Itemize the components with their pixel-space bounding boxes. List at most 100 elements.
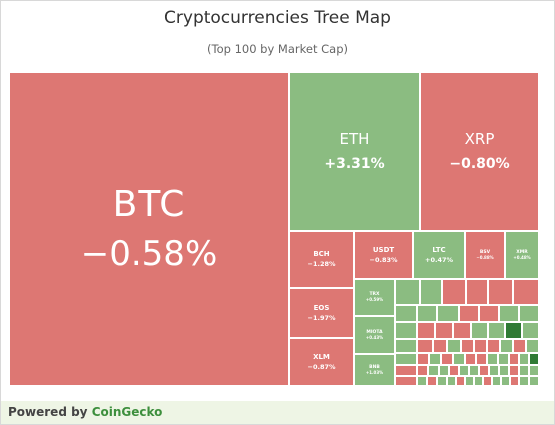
tile-symbol: BSV <box>479 249 491 255</box>
small-tile[interactable] <box>420 279 442 305</box>
small-tile[interactable] <box>510 376 519 386</box>
small-tile[interactable] <box>529 353 539 365</box>
small-tile[interactable] <box>474 339 487 353</box>
small-tile[interactable] <box>522 322 539 339</box>
small-tile[interactable] <box>526 339 539 353</box>
powered-by-text: Powered by CoinGecko <box>8 405 162 419</box>
tile-symbol: TRX <box>369 292 380 298</box>
small-tile[interactable] <box>461 339 474 353</box>
small-tile[interactable] <box>459 305 479 322</box>
small-tile[interactable] <box>417 322 435 339</box>
small-tile[interactable] <box>428 365 439 376</box>
small-tile[interactable] <box>465 353 476 365</box>
tile-trx[interactable]: TRX +0.59% <box>354 279 395 316</box>
small-tile[interactable] <box>513 339 526 353</box>
coingecko-link[interactable]: CoinGecko <box>91 405 163 419</box>
small-tile[interactable] <box>529 365 539 376</box>
tile-symbol: MIOTA <box>366 329 383 335</box>
small-tile[interactable] <box>488 279 513 305</box>
tile-bch[interactable]: BCH −1.28% <box>289 231 354 288</box>
small-tile[interactable] <box>417 376 427 386</box>
small-tile[interactable] <box>437 376 447 386</box>
small-tile[interactable] <box>479 365 489 376</box>
small-tile[interactable] <box>427 376 437 386</box>
small-tile[interactable] <box>441 353 453 365</box>
tile-change: +1.03% <box>365 369 384 375</box>
tile-symbol: XRP <box>464 129 495 148</box>
tile-usdt[interactable]: USDT −0.83% <box>354 231 413 279</box>
small-tile[interactable] <box>500 339 513 353</box>
tile-bsv[interactable]: BSV −0.88% <box>465 231 505 279</box>
small-tile[interactable] <box>435 322 453 339</box>
small-tile[interactable] <box>519 376 529 386</box>
small-tile[interactable] <box>442 279 466 305</box>
tile-change: −1.97% <box>307 313 336 322</box>
small-tile[interactable] <box>509 365 519 376</box>
small-tile[interactable] <box>466 279 488 305</box>
small-tile[interactable] <box>519 305 539 322</box>
small-tile[interactable] <box>499 365 509 376</box>
small-tile[interactable] <box>417 339 433 353</box>
small-tile[interactable] <box>439 365 449 376</box>
small-tile[interactable] <box>447 339 461 353</box>
tile-bnb[interactable]: BNB +1.03% <box>354 354 395 386</box>
tile-ltc[interactable]: LTC +0.47% <box>413 231 465 279</box>
tile-change: −0.58% <box>80 234 218 275</box>
small-tile[interactable] <box>471 322 488 339</box>
small-tile[interactable] <box>453 322 471 339</box>
small-tile[interactable] <box>417 353 429 365</box>
small-tile[interactable] <box>519 353 529 365</box>
small-tile[interactable] <box>492 376 501 386</box>
footer: Powered by CoinGecko <box>1 401 554 424</box>
small-tile[interactable] <box>469 365 479 376</box>
small-tile[interactable] <box>433 339 447 353</box>
small-tile[interactable] <box>489 365 499 376</box>
small-tile[interactable] <box>498 353 509 365</box>
small-tile[interactable] <box>453 353 465 365</box>
small-tile[interactable] <box>505 322 522 339</box>
small-tile[interactable] <box>513 279 539 305</box>
small-tile[interactable] <box>474 376 483 386</box>
small-tile[interactable] <box>429 353 441 365</box>
small-tile[interactable] <box>395 376 417 386</box>
small-tile[interactable] <box>499 305 519 322</box>
tile-miota[interactable]: MIOTA +0.43% <box>354 316 395 354</box>
small-tile[interactable] <box>395 279 420 305</box>
small-tile[interactable] <box>395 339 417 353</box>
small-tile[interactable] <box>395 305 417 322</box>
small-tile[interactable] <box>395 322 417 339</box>
small-tile[interactable] <box>447 376 456 386</box>
tile-xrp[interactable]: XRP −0.80% <box>420 72 539 231</box>
small-tile[interactable] <box>519 365 529 376</box>
small-tile[interactable] <box>465 376 474 386</box>
small-tile[interactable] <box>459 365 469 376</box>
tile-xlm[interactable]: XLM −0.87% <box>289 338 354 386</box>
small-tile[interactable] <box>437 305 459 322</box>
tile-change: −0.80% <box>449 156 510 173</box>
small-tile[interactable] <box>456 376 465 386</box>
tile-symbol: ETH <box>339 129 370 148</box>
small-tile[interactable] <box>479 305 499 322</box>
small-tile[interactable] <box>483 376 492 386</box>
small-tile[interactable] <box>417 365 428 376</box>
tile-xmr[interactable]: XMR +0.48% <box>505 231 539 279</box>
tile-change: +0.47% <box>425 255 453 264</box>
tile-eth[interactable]: ETH +3.31% <box>289 72 420 231</box>
tile-eos[interactable]: EOS −1.97% <box>289 288 354 338</box>
small-tile[interactable] <box>417 305 437 322</box>
tile-symbol: XMR <box>516 249 528 255</box>
small-tile[interactable] <box>476 353 487 365</box>
small-tile[interactable] <box>487 339 500 353</box>
small-tile[interactable] <box>487 353 498 365</box>
small-tile[interactable] <box>509 353 519 365</box>
small-tile[interactable] <box>395 353 417 365</box>
small-tile[interactable] <box>529 376 539 386</box>
small-tile[interactable] <box>488 322 505 339</box>
small-tile[interactable] <box>449 365 459 376</box>
tile-change: +0.43% <box>365 334 384 340</box>
tile-symbol: USDT <box>372 245 395 254</box>
small-tile[interactable] <box>501 376 510 386</box>
tile-symbol: BCH <box>313 250 330 259</box>
tile-btc[interactable]: BTC −0.58% <box>9 72 289 386</box>
small-tile[interactable] <box>395 365 417 376</box>
